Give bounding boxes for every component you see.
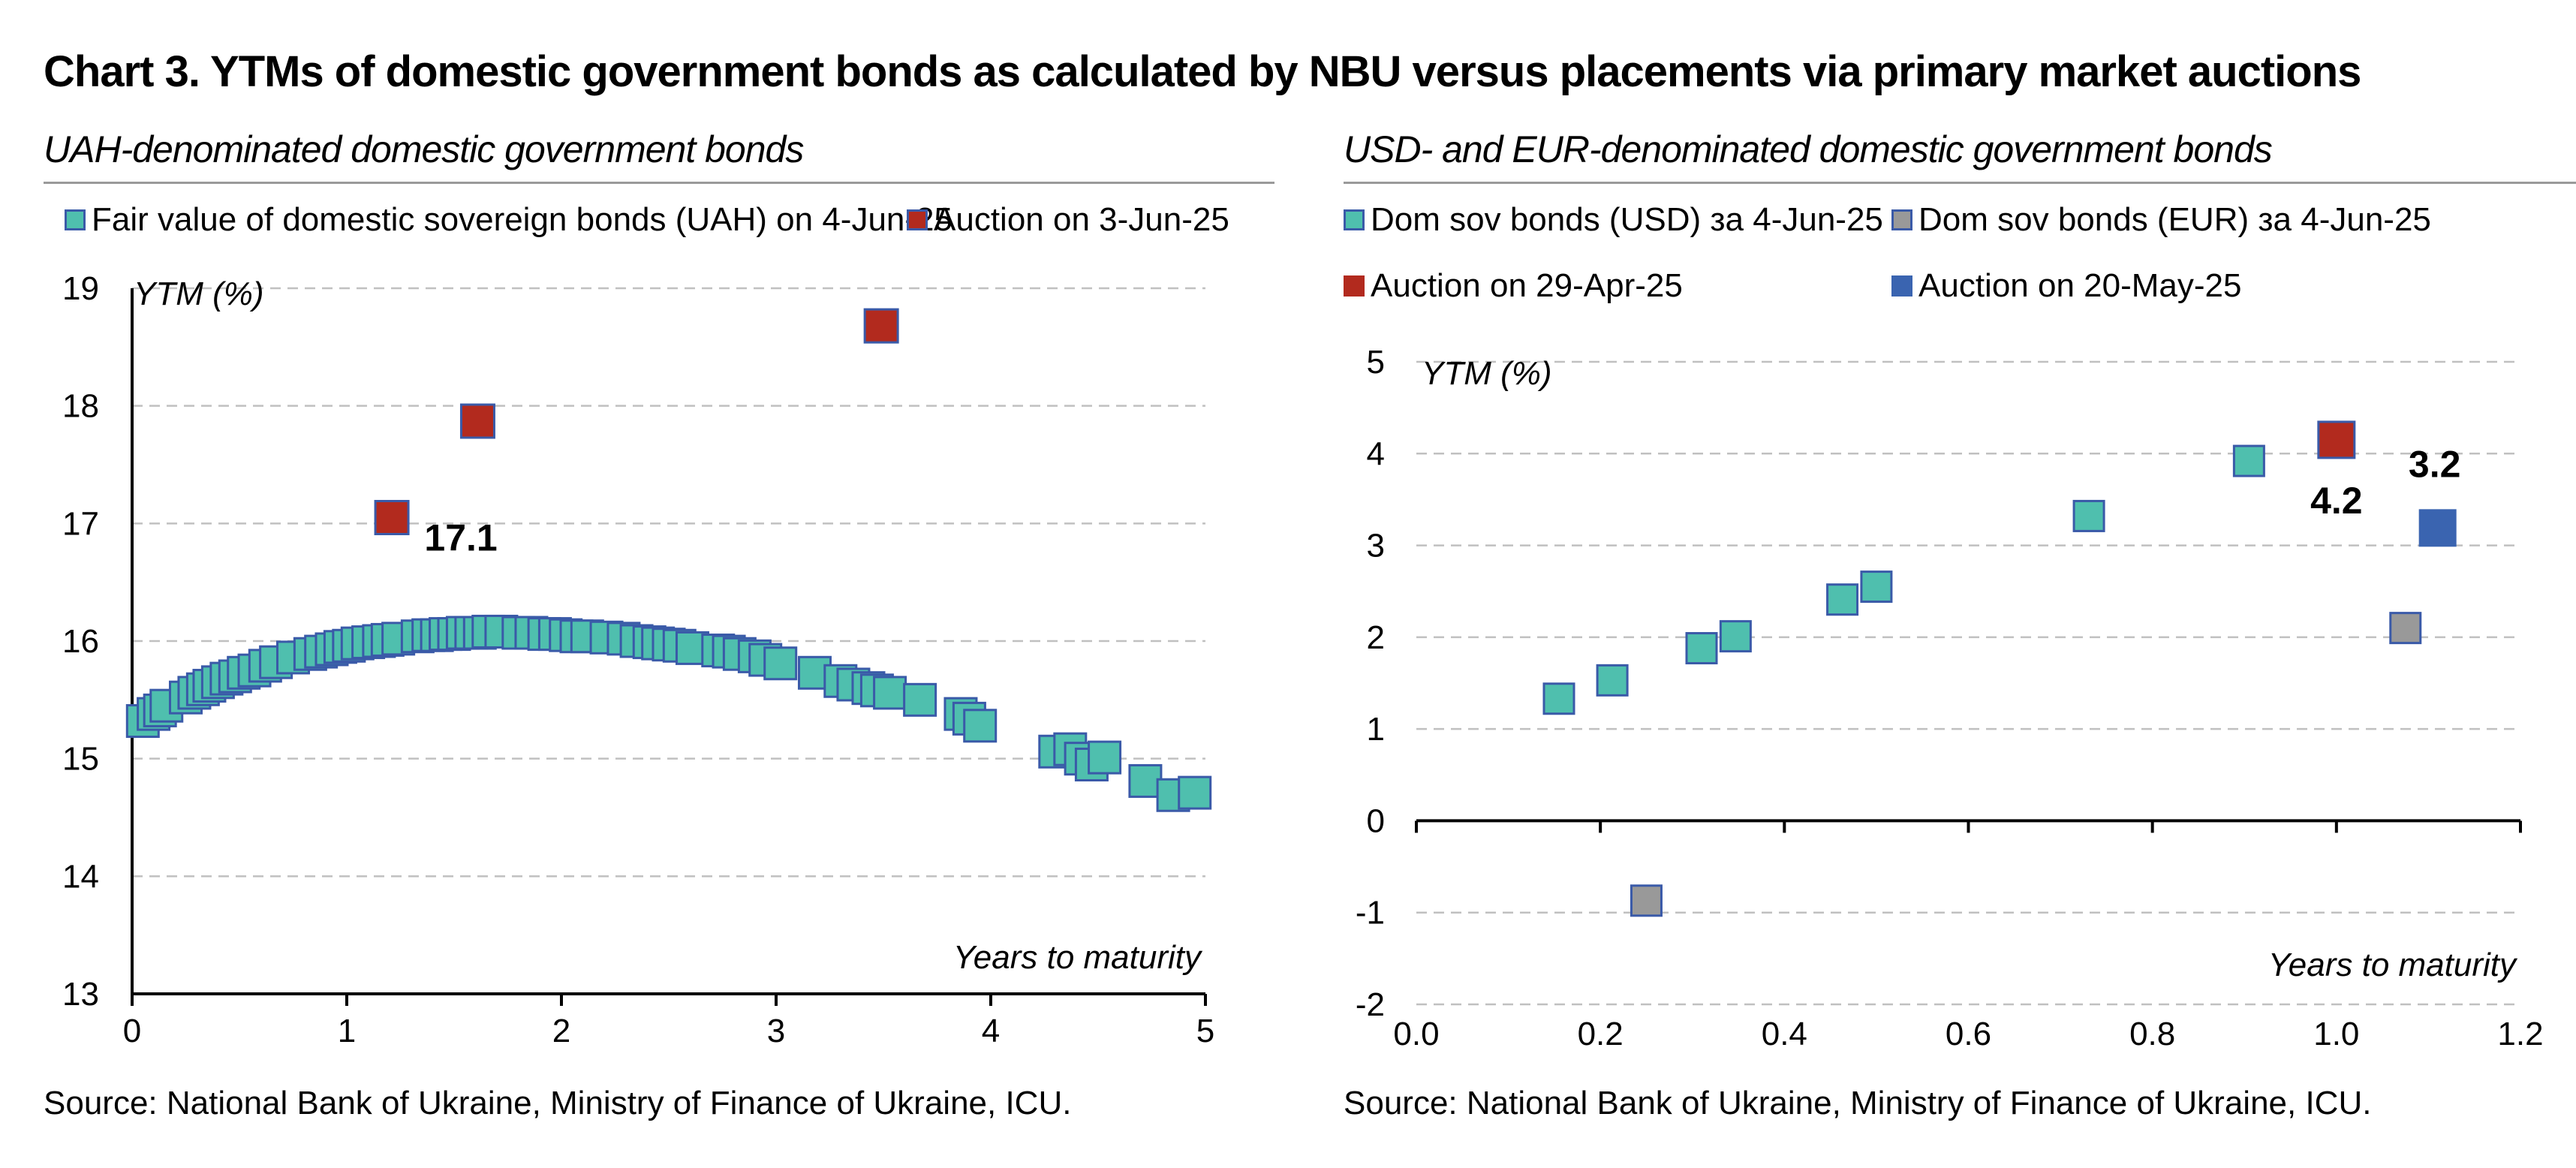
right-point-teal <box>1685 632 1718 665</box>
chart-title: Chart 3. YTMs of domestic government bon… <box>44 47 2361 96</box>
left-data-label: 17.1 <box>424 517 497 559</box>
right-point-teal <box>1826 583 1859 616</box>
right-x-axis-title: Years to maturity <box>2268 947 2518 983</box>
left-y-tick-label: 17 <box>62 505 99 542</box>
legend-swatch-teal <box>1344 209 1365 230</box>
right-point-teal <box>2232 444 2265 477</box>
right-y-tick-label: 2 <box>1367 619 1385 656</box>
left-point-red <box>374 500 410 535</box>
left-point-teal <box>1128 763 1163 798</box>
right-y-tick-label: 1 <box>1367 711 1385 748</box>
legend-label: Fair value of domestic sovereign bonds (… <box>92 201 952 238</box>
legend-swatch-teal <box>65 209 86 230</box>
left-point-teal <box>963 709 998 743</box>
right-x-tick-label: 0.8 <box>2129 1016 2175 1052</box>
right-x-tick-label: 0.6 <box>1946 1016 1991 1052</box>
left-x-tick-label: 4 <box>982 1013 1000 1049</box>
left-y-tick-label: 16 <box>62 623 99 660</box>
left-x-tick-label: 3 <box>767 1013 785 1049</box>
legend-label: Auction on 3-Jun-25 <box>934 201 1229 238</box>
left-x-axis-title: Years to maturity <box>953 939 1203 976</box>
left-chart-panel: UAH-denominated domestic government bond… <box>44 120 1274 1163</box>
legend-swatch-red <box>907 209 928 230</box>
right-y-tick-label: 4 <box>1367 435 1385 472</box>
left-point-red <box>863 308 899 344</box>
left-point-red <box>459 403 495 439</box>
legend-label: Auction on 29-Apr-25 <box>1371 267 1683 304</box>
right-axes <box>1415 819 2522 833</box>
left-point-teal <box>1088 740 1122 775</box>
legend-swatch-blue <box>1891 275 1912 297</box>
legend-item-usd-bonds: Dom sov bonds (USD) за 4-Jun-25 <box>1344 201 1883 239</box>
right-point-teal <box>1596 664 1629 697</box>
left-y-tick-label: 14 <box>62 858 99 895</box>
left-y-axis-title: YTM (%) <box>134 275 264 312</box>
left-y-tick-label: 18 <box>62 388 99 425</box>
left-scatter-plot: 13 14 15 16 17 18 19 0 1 2 3 4 5 YTM (%) Years to matu… <box>62 270 1214 1049</box>
left-x-tick-label: 1 <box>338 1013 356 1049</box>
left-title-divider <box>44 182 1274 184</box>
right-y-tick-label: -1 <box>1356 895 1385 932</box>
legend-label: Auction on 20-May-25 <box>1918 267 2242 304</box>
right-x-tick-label: 1.2 <box>2497 1016 2543 1052</box>
left-marks <box>125 308 1212 812</box>
right-y-axis-title: YTM (%) <box>1422 355 1552 392</box>
right-point-grey <box>2389 612 2422 645</box>
legend-swatch-grey <box>1891 209 1912 230</box>
right-chart-subtitle: USD- and EUR-denominated domestic govern… <box>1344 128 2273 170</box>
left-point-teal <box>763 646 798 681</box>
right-chart-panel: USD- and EUR-denominated domestic govern… <box>1344 120 2576 1163</box>
right-source-note: Source: National Bank of Ukraine, Minist… <box>1344 1085 2372 1121</box>
left-x-tick-label: 2 <box>552 1013 570 1049</box>
legend-label: Dom sov bonds (USD) за 4-Jun-25 <box>1371 201 1883 238</box>
left-source-note: Source: National Bank of Ukraine, Minist… <box>44 1085 1072 1121</box>
right-point-blue <box>2418 509 2457 547</box>
right-point-teal <box>1542 682 1575 715</box>
left-y-tick-label: 19 <box>62 270 99 307</box>
right-title-divider <box>1344 182 2576 184</box>
left-y-tick-label: 13 <box>62 976 99 1013</box>
right-point-teal <box>1719 620 1752 653</box>
right-scatter-plot: -2 -1 0 1 2 3 4 5 0.0 0.2 0.4 0.6 0.8 1.0 1.2 YTM (%) Ye… <box>1356 344 2544 1052</box>
right-text: -2 -1 0 1 2 3 4 5 0.0 0.2 0.4 0.6 0.8 1.0 1.2 YTM (%) Ye… <box>1356 344 2544 1052</box>
legend-item-auction-29apr: Auction on 29-Apr-25 <box>1344 267 1683 305</box>
legend-item-auction-20may: Auction on 20-May-25 <box>1891 267 2241 305</box>
left-axes <box>131 288 1207 1006</box>
legend-label: Dom sov bonds (EUR) за 4-Jun-25 <box>1918 201 2431 238</box>
left-point-teal <box>873 676 907 710</box>
right-x-tick-label: 1.0 <box>2313 1016 2359 1052</box>
right-y-tick-label: 0 <box>1367 802 1385 839</box>
left-gridlines <box>132 287 1205 878</box>
right-data-label: 3.2 <box>2409 443 2461 485</box>
left-text: 13 14 15 16 17 18 19 0 1 2 3 4 5 YTM (%) Years to matu… <box>62 270 1214 1049</box>
right-marks <box>1542 420 2457 917</box>
legend-item-uah-fair-value: Fair value of domestic sovereign bonds (… <box>65 201 952 239</box>
right-x-tick-label: 0.2 <box>1578 1016 1624 1052</box>
right-data-label: 4.2 <box>2310 480 2363 522</box>
legend-item-auction-3jun: Auction on 3-Jun-25 <box>907 201 1229 239</box>
left-point-teal <box>903 682 937 717</box>
right-y-tick-label: -2 <box>1356 986 1385 1023</box>
left-y-tick-label: 15 <box>62 741 99 778</box>
right-point-red <box>2317 420 2356 459</box>
left-x-tick-label: 0 <box>123 1013 141 1049</box>
right-point-teal <box>1860 570 1893 604</box>
legend-item-eur-bonds: Dom sov bonds (EUR) за 4-Jun-25 <box>1891 201 2431 239</box>
right-y-tick-label: 3 <box>1367 528 1385 564</box>
left-x-tick-label: 5 <box>1196 1013 1214 1049</box>
right-point-teal <box>2072 499 2105 532</box>
right-point-grey <box>1630 884 1663 917</box>
legend-swatch-red <box>1344 275 1365 297</box>
left-point-teal <box>1178 775 1212 810</box>
right-x-tick-label: 0.0 <box>1393 1016 1439 1052</box>
right-y-tick-label: 5 <box>1367 344 1385 381</box>
left-chart-subtitle: UAH-denominated domestic government bond… <box>44 128 804 170</box>
right-x-tick-label: 0.4 <box>1762 1016 1807 1052</box>
